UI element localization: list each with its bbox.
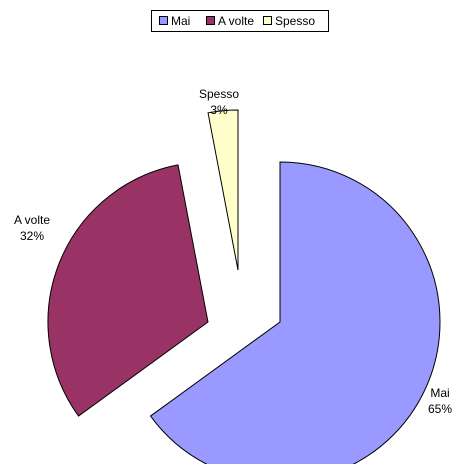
slice-category-label: Spesso bbox=[199, 87, 239, 101]
pie-slice-a-volte bbox=[47, 164, 209, 417]
pie-slice-spesso bbox=[207, 109, 239, 271]
slice-value-label: 3% bbox=[210, 103, 228, 117]
legend-swatch bbox=[206, 16, 215, 25]
legend-label: Spesso bbox=[275, 14, 315, 28]
slice-value-label: 65% bbox=[428, 402, 452, 416]
legend-label: A volte bbox=[218, 14, 254, 28]
legend-swatch bbox=[159, 16, 168, 25]
chart-legend: Mai A volte Spesso bbox=[151, 10, 329, 32]
pie-slice-labels: Mai 65% A volte 32% Spesso 3% bbox=[14, 87, 452, 416]
legend-box bbox=[151, 10, 329, 32]
slice-value-label: 32% bbox=[20, 229, 44, 243]
pie-slice-mai bbox=[149, 161, 441, 464]
slice-category-label: A volte bbox=[14, 213, 50, 227]
legend-swatch bbox=[263, 16, 272, 25]
pie-slices bbox=[47, 109, 441, 464]
legend-label: Mai bbox=[171, 14, 190, 28]
slice-category-label: Mai bbox=[430, 386, 449, 400]
